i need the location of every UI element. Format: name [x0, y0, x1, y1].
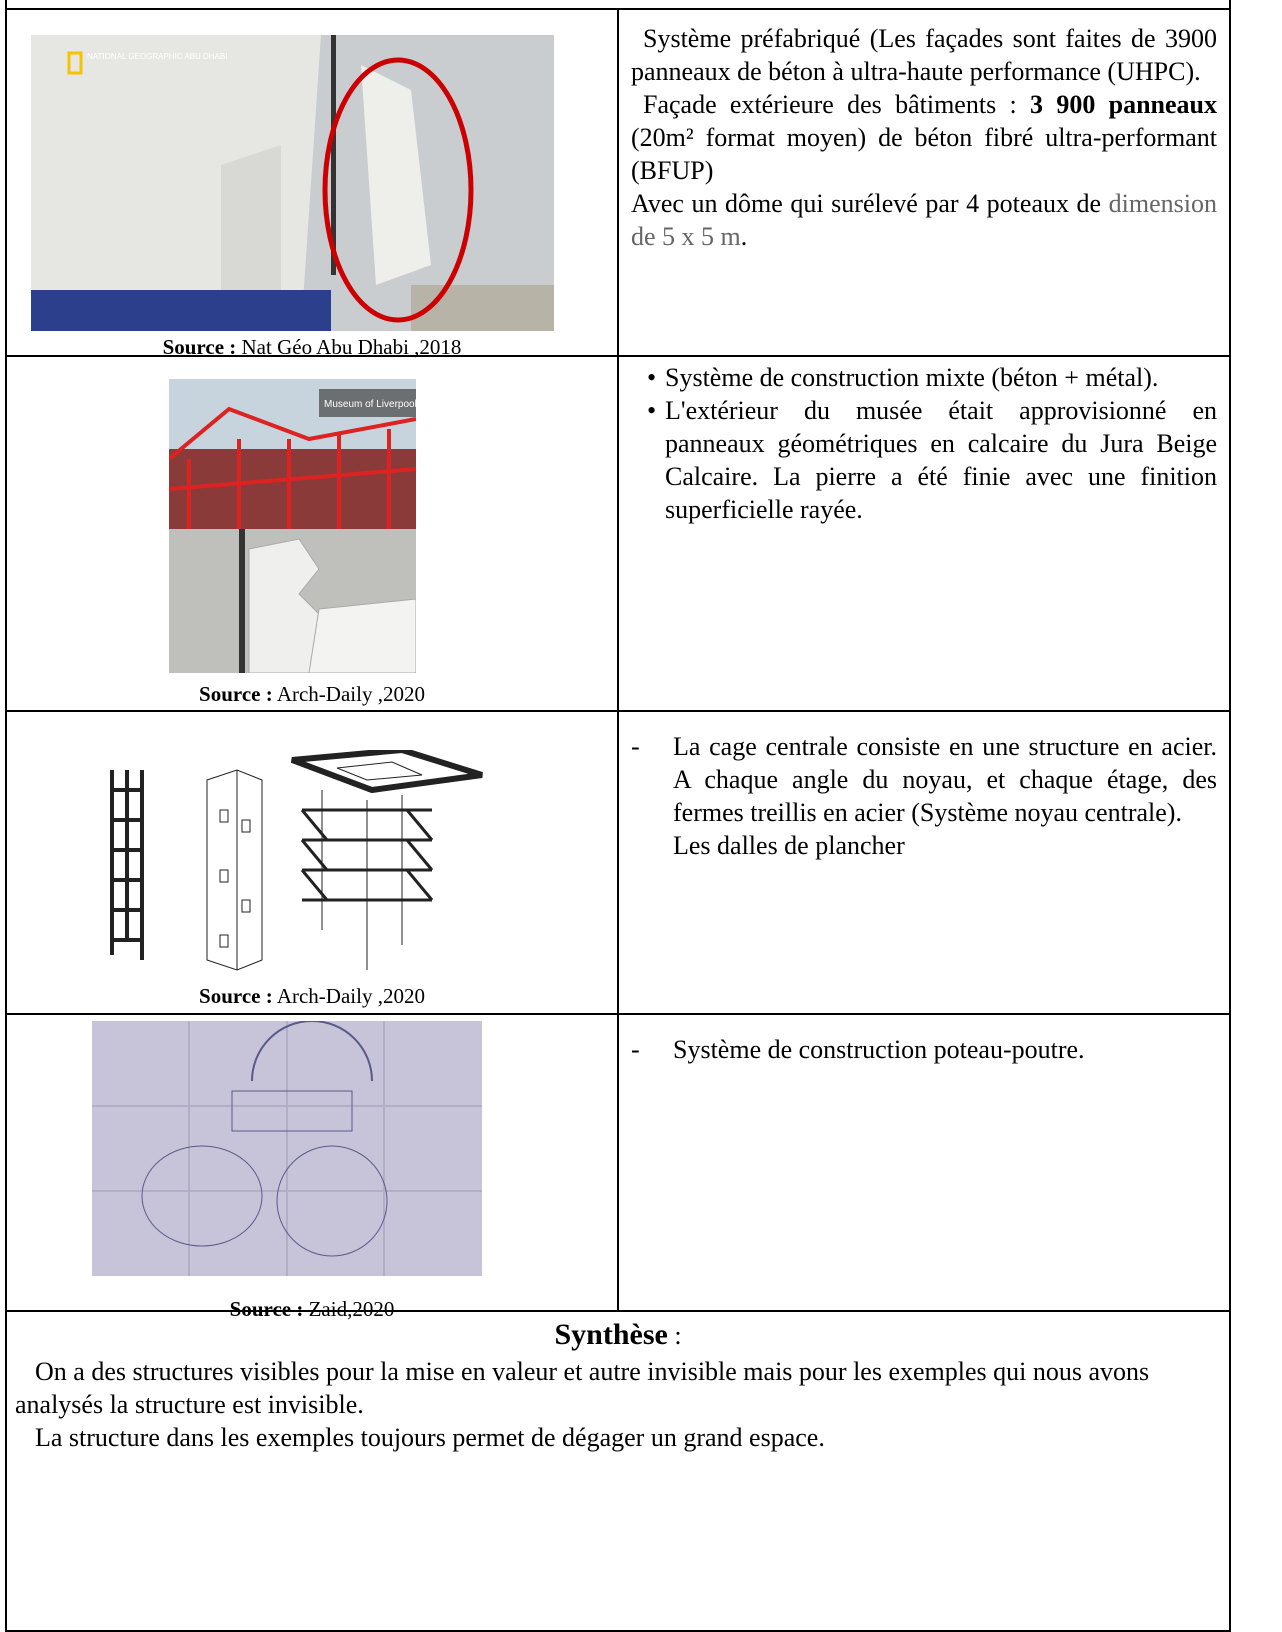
source-label: Source : [199, 984, 273, 1008]
dash-item: - La cage centrale consiste en une struct… [631, 730, 1217, 829]
source-label: Source : [229, 1297, 304, 1321]
dash-item: - Système de construction poteau-poutre. [631, 1033, 1217, 1066]
image-overlay: Museum of Liverpool [324, 399, 416, 410]
synthese-row: Synthèse : On a des structures visibles … [5, 1310, 1231, 1632]
text-cell: Système de construction mixte (béton + m… [617, 355, 1231, 712]
row: Source : Zaid,2020 - Système de construct… [5, 1013, 1231, 1321]
dash: - [631, 732, 640, 761]
source: Zaid,2020 [308, 1297, 395, 1321]
bullet: Système de construction mixte (béton + m… [647, 361, 1217, 394]
caption: Source : Arch-Daily ,2020 [7, 682, 617, 707]
row: NATIONAL GEOGRAPHIC ABU DHABI Source : N… [5, 8, 1231, 359]
text: La cage centrale consiste en une structu… [673, 732, 1217, 827]
synthese-cell: Synthèse : On a des structures visibles … [5, 1310, 1231, 1632]
text: Avec un dôme qui surélevé par 4 poteaux … [631, 189, 1109, 218]
paragraph: Façade extérieure des bâtiments : 3 900 … [631, 88, 1217, 187]
gray-text: dimension de 5 x 5 m [631, 189, 1217, 251]
paragraph: La structure dans les exemples toujours … [35, 1423, 825, 1452]
source-label: Source : [162, 335, 237, 359]
image-cell: NATIONAL GEOGRAPHIC ABU DHABI Source : N… [5, 8, 619, 359]
text-cell: Système préfabriqué (Les façades sont fa… [617, 8, 1231, 357]
row: Museum of Liverpool Source : Arch-Daily … [5, 355, 1231, 712]
text: Façade extérieure des bâtiments : [643, 90, 1031, 119]
header-row [5, 0, 1231, 10]
caption: Source : Arch-Daily ,2020 [7, 984, 617, 1009]
source: Nat Géo Abu Dhabi ,2018 [241, 335, 462, 359]
text-cell: - La cage centrale consiste en une struct… [617, 710, 1231, 1015]
text: . [740, 222, 748, 251]
text-cell: - Système de construction poteau-poutre. [617, 1013, 1231, 1312]
colon: : [667, 1321, 682, 1350]
text: (20m² format moyen) de béton fibré ultra… [631, 123, 1217, 185]
image-cell: Museum of Liverpool Source : Arch-Daily … [5, 355, 619, 712]
source: Arch-Daily ,2020 [276, 682, 425, 706]
blueprint [92, 1021, 482, 1276]
bullet: L'extérieur du musée était approvisionné… [647, 394, 1217, 526]
caption: Source : Nat Géo Abu Dhabi ,2018 [7, 335, 617, 360]
synthese-title: Synthèse [554, 1318, 668, 1351]
paragraph: Système préfabriqué (Les façades sont fa… [631, 22, 1217, 88]
dash: - [631, 1035, 640, 1064]
source: Arch-Daily ,2020 [276, 984, 425, 1008]
paragraph: On a des structures visibles pour la mis… [15, 1357, 1150, 1419]
paragraph: Avec un dôme qui surélevé par 4 poteaux … [631, 187, 1217, 253]
photo: Museum of Liverpool [169, 379, 416, 673]
photo: NATIONAL GEOGRAPHIC ABU DHABI [31, 35, 554, 331]
bold-text: 3 900 panneaux [1030, 90, 1217, 119]
synthese-heading: Synthèse : [15, 1316, 1221, 1355]
paragraph: Les dalles de plancher [673, 831, 905, 860]
image-cell: Source : Zaid,2020 [5, 1013, 619, 1321]
text: Système de construction poteau-poutre. [673, 1035, 1085, 1064]
image-cell: Source : Arch-Daily ,2020 [5, 710, 619, 1015]
text: Système préfabriqué (Les façades sont fa… [631, 24, 1217, 86]
source-label: Source : [199, 682, 273, 706]
row: Source : Arch-Daily ,2020 - La cage centr… [5, 710, 1231, 1015]
image-overlay: NATIONAL GEOGRAPHIC ABU DHABI [87, 52, 227, 61]
structure-table: NATIONAL GEOGRAPHIC ABU DHABI Source : N… [5, 0, 1231, 1632]
bullet-list: Système de construction mixte (béton + m… [631, 361, 1217, 526]
caption: Source : Zaid,2020 [7, 1297, 617, 1322]
drawing [110, 750, 483, 971]
